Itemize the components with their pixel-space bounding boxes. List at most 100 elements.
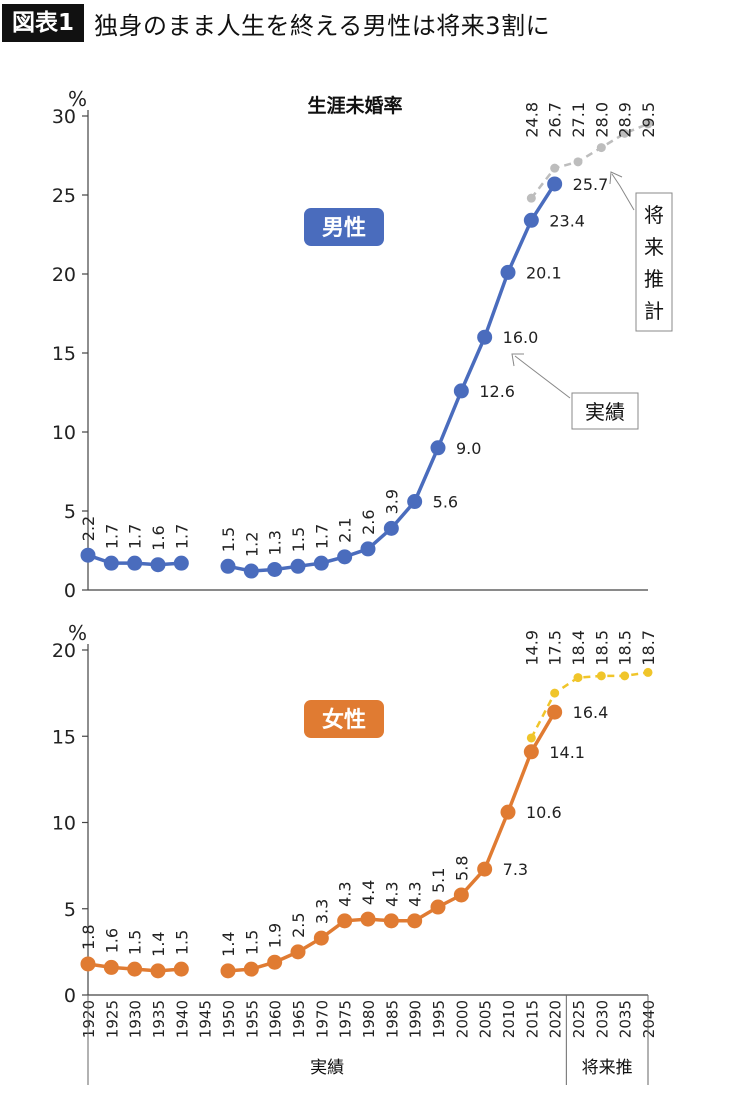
actual-data-label: 4.3 (382, 881, 401, 906)
annotation-projection: 将来推計 (609, 171, 673, 332)
actual-point (500, 264, 516, 280)
x-tick-label: 2035 (617, 1000, 635, 1038)
actual-point (220, 558, 236, 574)
y-unit-label: % (68, 621, 87, 645)
actual-point (407, 913, 423, 929)
actual-data-label: 3.3 (312, 899, 331, 924)
x-tick-label: 1985 (383, 1000, 401, 1038)
actual-data-label: 10.6 (526, 803, 562, 822)
projection-data-label: 18.5 (592, 630, 611, 666)
actual-point (103, 555, 119, 571)
x-tick-label: 1955 (243, 1000, 261, 1038)
projection-point (643, 667, 653, 677)
projection-data-label: 28.0 (592, 102, 611, 138)
annotation-arrowhead (609, 171, 623, 185)
x-tick-label: 1970 (313, 1000, 331, 1038)
actual-point (220, 963, 236, 979)
projection-data-label: 18.5 (616, 630, 635, 666)
actual-data-label: 2.2 (79, 516, 98, 541)
projection-point (620, 671, 630, 681)
x-tick-label: 1980 (360, 1000, 378, 1038)
annotation-arrow (611, 173, 635, 211)
x-tick-label: 2005 (477, 1000, 495, 1038)
x-group-label-actual: 実績 (310, 1058, 344, 1078)
actual-point (127, 555, 143, 571)
actual-point (430, 899, 446, 915)
projection-point (620, 128, 630, 138)
projection-point (573, 157, 583, 167)
annotation-text: 実績 (585, 400, 625, 424)
figure-headline: 独身のまま人生を終える男性は将来3割に (94, 11, 551, 40)
y-tick-label: 25 (52, 185, 76, 207)
projection-data-label: 18.4 (569, 630, 588, 666)
actual-point (500, 804, 516, 820)
actual-point (477, 861, 493, 877)
annotation-box (571, 392, 639, 430)
actual-data-label: 4.3 (406, 881, 425, 906)
y-tick-label: 5 (64, 899, 76, 921)
actual-data-label: 3.9 (382, 489, 401, 514)
y-tick-label: 30 (52, 106, 76, 128)
actual-data-label: 2.6 (359, 509, 378, 534)
y-tick-label: 0 (64, 985, 76, 1007)
x-group-label-projection: 将来推 (582, 1058, 633, 1078)
x-tick-label: 1995 (430, 1000, 448, 1038)
actual-data-label: 1.7 (102, 524, 121, 549)
annotation-actual: 実績 (511, 353, 639, 430)
actual-point (103, 959, 119, 975)
projection-data-label: 29.5 (639, 102, 658, 138)
actual-data-label: 1.4 (219, 931, 238, 956)
projection-series-line (530, 671, 649, 739)
annotation-text: 将来推計 (644, 203, 664, 323)
actual-data-label: 2.5 (289, 912, 308, 937)
actual-point (547, 176, 563, 192)
actual-data-label: 5.6 (433, 493, 458, 512)
x-tick-label: 1990 (407, 1000, 425, 1038)
actual-data-label: 16.4 (573, 703, 609, 722)
actual-data-label: 1.5 (289, 527, 308, 552)
projection-data-label: 26.7 (546, 102, 565, 138)
projection-point (526, 733, 536, 743)
series-badge (304, 700, 384, 738)
projection-data-label: 27.1 (569, 102, 588, 138)
x-tick-label: 1920 (80, 1000, 98, 1038)
actual-point (173, 961, 189, 977)
figure-number-badge: 図表1 (2, 4, 85, 42)
chart-title: 生涯未婚率 (307, 94, 402, 117)
y-tick-label: 10 (52, 813, 76, 835)
actual-point (313, 555, 329, 571)
annotation-arrow (514, 355, 571, 399)
actual-data-label: 2.1 (336, 517, 355, 542)
x-tick-label: 2020 (547, 1000, 565, 1038)
x-tick-label: 2015 (523, 1000, 541, 1038)
actual-point (150, 963, 166, 979)
actual-point (430, 440, 446, 456)
actual-point (243, 563, 259, 579)
annotation-arrowhead (511, 353, 524, 367)
actual-point (243, 961, 259, 977)
actual-data-label: 14.1 (549, 743, 585, 762)
actual-data-label: 4.4 (359, 880, 378, 905)
actual-data-label: 1.8 (79, 924, 98, 949)
figure-header: 図表1 独身のまま人生を終える男性は将来3割に (0, 0, 550, 46)
actual-data-label: 5.1 (429, 868, 448, 893)
actual-point (453, 887, 469, 903)
series-badge-label: 女性 (322, 707, 366, 733)
actual-data-label: 7.3 (503, 860, 528, 879)
actual-point (127, 961, 143, 977)
actual-point (523, 212, 539, 228)
actual-data-label: 1.7 (312, 524, 331, 549)
x-tick-label: 1950 (220, 1000, 238, 1038)
y-tick-label: 20 (52, 264, 76, 286)
y-tick-label: 10 (52, 422, 76, 444)
annotation-box (635, 192, 673, 332)
actual-data-label: 1.2 (242, 532, 261, 557)
actual-data-label: 9.0 (456, 439, 481, 458)
actual-data-label: 1.7 (172, 524, 191, 549)
actual-point (313, 930, 329, 946)
actual-point (80, 547, 96, 563)
